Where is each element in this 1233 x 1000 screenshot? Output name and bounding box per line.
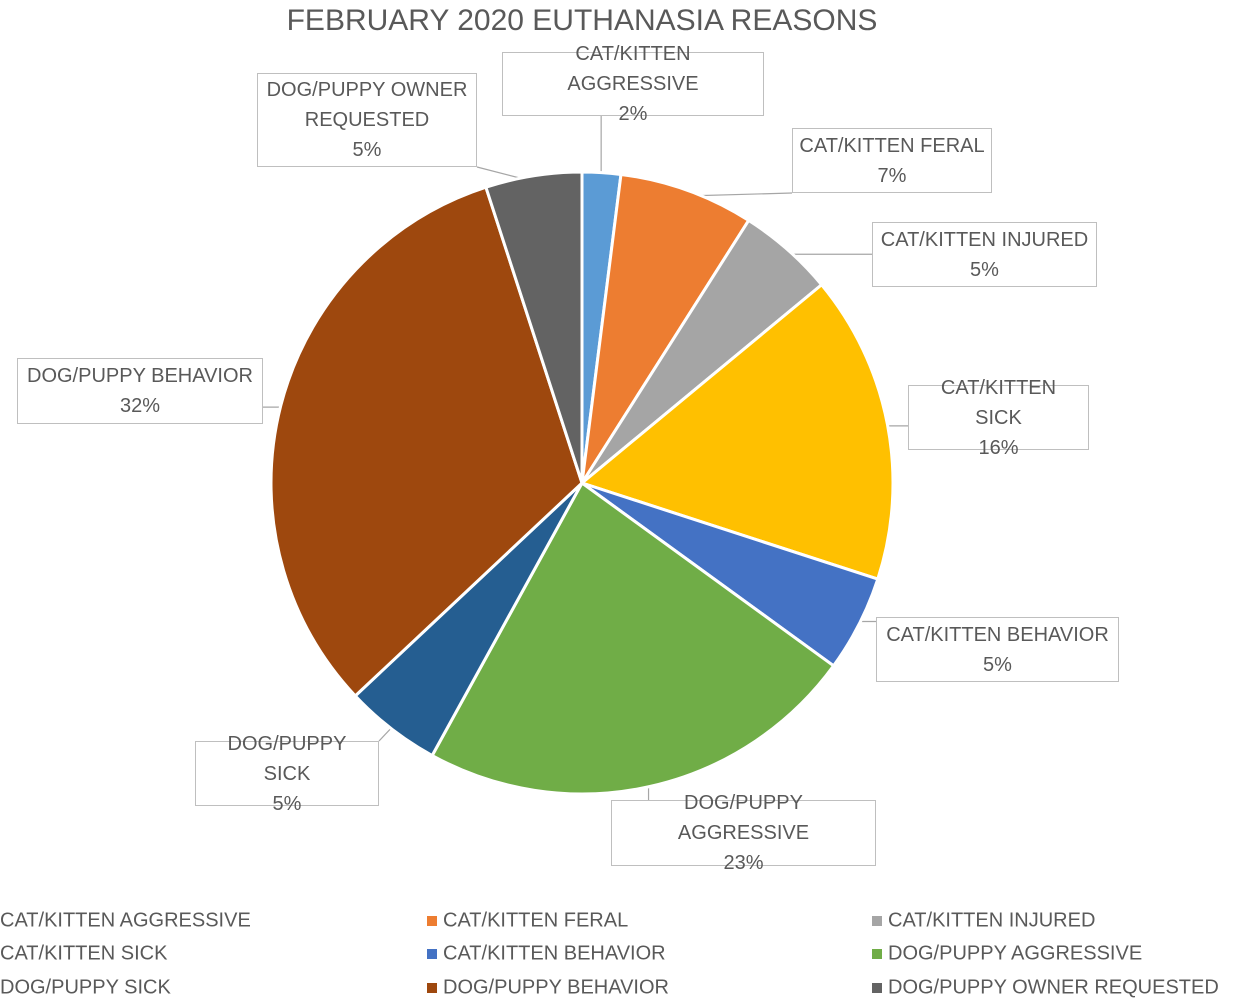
pie-slice <box>484 170 584 484</box>
data-label: DOG/PUPPY AGGRESSIVE 23% <box>611 792 876 874</box>
legend-swatch <box>427 949 437 959</box>
label-name: CAT/KITTEN INJURED <box>880 228 1089 251</box>
legend-label: DOG/PUPPY SICK <box>0 976 171 998</box>
data-label: DOG/PUPPY BEHAVIOR 32% <box>17 358 263 424</box>
data-label: CAT/KITTEN SICK 16% <box>908 377 1089 459</box>
label-value: 23% <box>723 852 764 874</box>
pie-slice <box>269 185 584 699</box>
label-name: CAT/KITTEN SICK <box>940 376 1057 429</box>
label-name: DOG/PUPPY OWNER REQUESTED <box>266 79 468 131</box>
legend-swatch <box>872 916 882 926</box>
label-name: DOG/PUPPY BEHAVIOR <box>27 365 253 387</box>
pie-slice <box>430 480 836 796</box>
legend-label: CAT/KITTEN BEHAVIOR <box>443 942 666 964</box>
label-name: DOG/PUPPY AGGRESSIVE <box>677 792 810 844</box>
label-value: 7% <box>877 164 907 187</box>
legend-label: CAT/KITTEN SICK <box>0 942 168 964</box>
legend-swatch <box>427 983 437 993</box>
legend-label: CAT/KITTEN FERAL <box>443 909 628 931</box>
legend-swatch <box>872 983 882 993</box>
chart-title: FEBRUARY 2020 EUTHANASIA REASONS <box>287 4 878 37</box>
pie-slice <box>580 172 751 484</box>
legend-label: DOG/PUPPY BEHAVIOR <box>443 976 669 998</box>
data-label: CAT/KITTEN FERAL 7% <box>792 128 992 193</box>
label-name: CAT/KITTEN BEHAVIOR <box>886 623 1109 646</box>
legend-swatch <box>427 916 437 926</box>
data-label: CAT/KITTEN INJURED 5% <box>872 222 1097 287</box>
label-name: CAT/KITTEN FERAL <box>799 134 985 157</box>
label-name: CAT/KITTEN AGGRESSIVE <box>567 43 699 95</box>
label-name: DOG/PUPPY SICK <box>227 732 347 785</box>
pie-slice <box>578 282 895 581</box>
label-value: 16% <box>978 436 1019 459</box>
label-value: 5% <box>352 139 382 161</box>
legend-label: DOG/PUPPY AGGRESSIVE <box>888 942 1142 964</box>
data-label: CAT/KITTEN AGGRESSIVE 2% <box>502 43 764 125</box>
label-value: 5% <box>983 653 1012 676</box>
legend-label: CAT/KITTEN AGGRESSIVE <box>0 909 251 931</box>
legend-swatch <box>872 949 882 959</box>
label-value: 32% <box>119 395 161 417</box>
label-value: 2% <box>618 103 648 125</box>
data-label: DOG/PUPPY OWNER REQUESTED 5% <box>257 73 477 167</box>
label-value: 5% <box>970 258 999 281</box>
legend-label: CAT/KITTEN INJURED <box>888 909 1095 931</box>
data-label: DOG/PUPPY SICK 5% <box>195 733 379 815</box>
data-label: CAT/KITTEN BEHAVIOR 5% <box>876 617 1119 682</box>
label-value: 5% <box>272 792 302 815</box>
legend-label: DOG/PUPPY OWNER REQUESTED <box>888 976 1219 998</box>
